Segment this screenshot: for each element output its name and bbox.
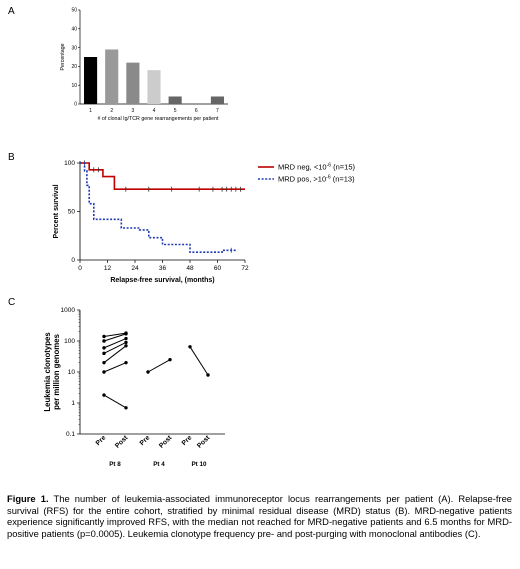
a-y-tick-label: 50 bbox=[71, 8, 77, 14]
c-point-pre bbox=[102, 339, 106, 343]
a-y-tick-label: 10 bbox=[71, 83, 77, 89]
b-legend-label: MRD pos, >10-6 (n=13) bbox=[278, 175, 355, 184]
c-point-pre bbox=[102, 360, 106, 365]
b-x-tick-label: 0 bbox=[78, 265, 82, 272]
c-point-post bbox=[124, 336, 128, 341]
c-point-post bbox=[124, 360, 128, 365]
b-y-tick-label: 100 bbox=[64, 160, 75, 167]
c-y-tick-label: 10 bbox=[68, 369, 76, 376]
a-x-tick-label: 2 bbox=[110, 108, 113, 114]
c-x-tick-label: Pre bbox=[95, 434, 108, 447]
a-bar bbox=[147, 70, 161, 104]
panel-label-a: A bbox=[8, 6, 15, 17]
c-group-label: Pt 10 bbox=[191, 461, 207, 468]
c-pair-line bbox=[147, 359, 171, 373]
a-x-tick-label: 4 bbox=[153, 108, 156, 114]
c-x-tick-label: Pre bbox=[139, 434, 152, 447]
c-x-tick-label: Post bbox=[158, 434, 174, 450]
c-pair-line bbox=[103, 341, 127, 354]
caption-text: The number of leukemia-associated immuno… bbox=[7, 493, 512, 539]
b-series-line-2 bbox=[80, 162, 236, 253]
b-y-tick-label: 0 bbox=[71, 257, 75, 264]
b-series-line-1 bbox=[80, 162, 245, 190]
b-x-tick-label: 36 bbox=[159, 265, 167, 272]
a-bar bbox=[84, 57, 98, 104]
panel-label-c: C bbox=[8, 297, 15, 308]
c-point-pre bbox=[102, 393, 106, 397]
a-y-tick-label: 30 bbox=[71, 45, 77, 51]
b-x-tick-label: 60 bbox=[214, 265, 222, 272]
c-point-post bbox=[206, 373, 210, 377]
c-y-axis-title: Leukemia clonotypes bbox=[43, 332, 52, 412]
c-y-tick-label: 0.1 bbox=[66, 431, 75, 438]
c-y-tick-label: 100 bbox=[64, 338, 75, 345]
c-point-post bbox=[124, 406, 128, 410]
c-x-tick-label: Pre bbox=[181, 434, 194, 447]
c-point-post bbox=[168, 357, 172, 362]
b-x-axis-title: Relapse-free survival, (months) bbox=[110, 277, 214, 284]
c-point-pre bbox=[102, 370, 106, 374]
b-legend-label: MRD neg, <10-6 (n=15) bbox=[278, 163, 356, 172]
b-x-tick-label: 48 bbox=[186, 265, 194, 272]
a-x-tick-label: 5 bbox=[174, 108, 177, 114]
a-x-tick-label: 6 bbox=[195, 108, 198, 114]
c-point-post bbox=[124, 340, 128, 345]
a-y-tick-label: 40 bbox=[71, 27, 77, 33]
c-point-pre bbox=[102, 346, 106, 350]
b-x-tick-label: 72 bbox=[241, 265, 249, 272]
c-group-label: Pt 8 bbox=[109, 461, 121, 468]
c-pair-line bbox=[103, 338, 127, 349]
c-pair-line bbox=[103, 394, 127, 409]
c-point-pre bbox=[188, 345, 192, 349]
b-x-tick-label: 12 bbox=[104, 265, 112, 272]
a-x-axis-title: # of clonal Ig/TCR gene rearrangements p… bbox=[97, 116, 219, 122]
c-point-pre bbox=[102, 351, 106, 356]
b-y-tick-label: 50 bbox=[68, 209, 76, 216]
chart-b-survival-chart: 0 50 100 0 12 24 36 48 60 72 Percent survival Relap… bbox=[53, 160, 356, 284]
c-group-label: Pt 4 bbox=[153, 461, 165, 468]
a-x-tick-label: 3 bbox=[131, 108, 134, 114]
a-bar bbox=[126, 62, 140, 104]
b-x-tick-label: 24 bbox=[131, 265, 139, 272]
c-pair-line bbox=[103, 345, 127, 364]
c-point-pre bbox=[146, 370, 150, 374]
c-y-axis-title: per million genomes bbox=[52, 333, 61, 409]
a-y-tick-label: 0 bbox=[74, 102, 77, 108]
figure-caption: Figure 1. The number of leukemia-associa… bbox=[7, 493, 512, 539]
c-x-tick-label: Post bbox=[196, 434, 212, 450]
c-x-tick-label: Post bbox=[114, 434, 130, 450]
c-point-pre bbox=[102, 334, 106, 339]
chart-a-bar-chart: 0 10 20 30 40 50 1 2 3 4 5 6 7 Percentage # of clonal … bbox=[60, 8, 228, 122]
a-bar bbox=[210, 96, 224, 104]
a-y-axis-title: Percentage bbox=[60, 43, 66, 70]
c-pair-line bbox=[103, 362, 127, 373]
c-y-tick-label: 1000 bbox=[61, 307, 76, 314]
a-x-tick-label: 7 bbox=[216, 108, 219, 114]
caption-lead: Figure 1. bbox=[7, 493, 49, 504]
a-y-tick-label: 20 bbox=[71, 64, 77, 70]
c-point-post bbox=[124, 344, 128, 348]
panel-label-b: B bbox=[8, 152, 15, 163]
b-y-axis-title: Percent survival bbox=[53, 184, 60, 238]
c-pair-line bbox=[103, 333, 127, 342]
a-x-tick-label: 1 bbox=[89, 108, 92, 114]
a-bar bbox=[168, 96, 182, 104]
c-y-tick-label: 1 bbox=[71, 400, 75, 407]
a-bar bbox=[105, 49, 119, 104]
c-pair-line bbox=[189, 346, 209, 376]
c-point-post bbox=[124, 332, 128, 336]
c-pair-line bbox=[103, 332, 127, 337]
